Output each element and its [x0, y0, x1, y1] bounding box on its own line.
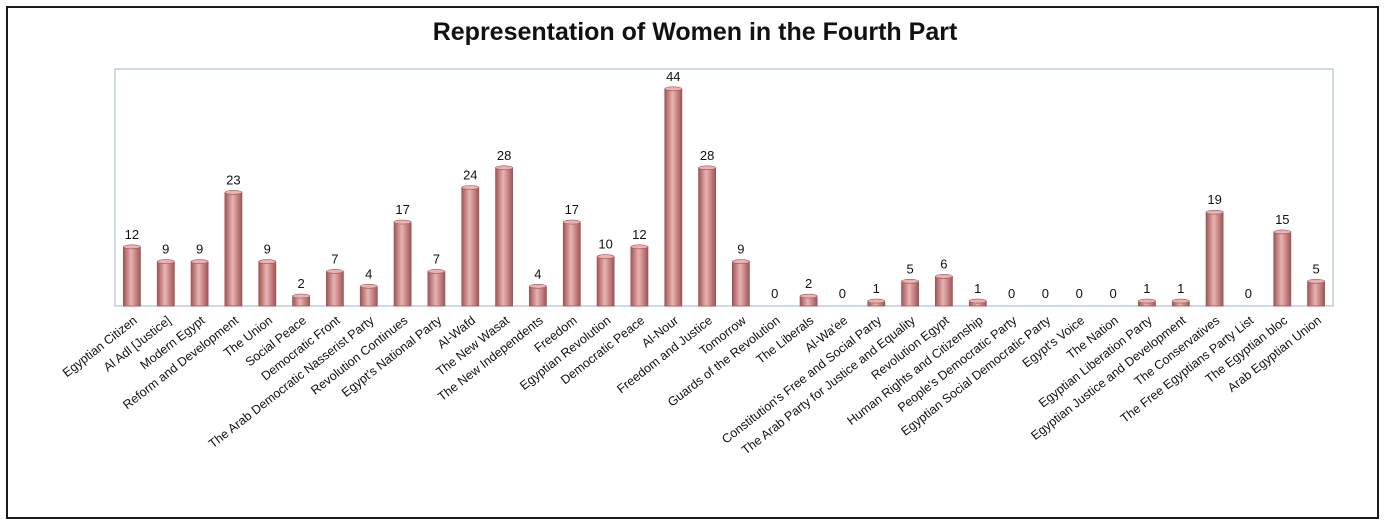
data-label: 9	[162, 242, 169, 257]
bar	[1307, 280, 1325, 307]
bar	[224, 191, 243, 307]
data-label: 28	[700, 148, 714, 163]
bar	[359, 285, 378, 307]
bar-cap	[1172, 298, 1190, 304]
plot-area	[114, 68, 1334, 307]
bar-cap	[968, 298, 987, 304]
bar-cap	[935, 274, 953, 279]
bar-cap	[190, 259, 209, 264]
data-label: 7	[433, 251, 440, 266]
bar-cap	[698, 165, 716, 171]
chart-title: Representation of Women in the Fourth Pa…	[433, 18, 958, 46]
bar-cap	[1138, 298, 1156, 304]
bar	[427, 270, 446, 307]
data-label: 2	[805, 276, 812, 291]
bar-cap	[1273, 229, 1292, 235]
bar-cap	[427, 269, 446, 274]
bar	[529, 285, 547, 307]
bar-cap	[224, 190, 243, 195]
data-label: 9	[737, 242, 744, 257]
data-label: 6	[940, 256, 947, 271]
bar-cap	[799, 293, 818, 299]
bar	[325, 270, 344, 307]
bar	[1205, 211, 1224, 307]
data-label: 2	[297, 276, 304, 291]
bar	[495, 167, 514, 307]
data-label: 12	[125, 227, 139, 242]
bar-cap	[123, 244, 141, 250]
data-label: 1	[974, 281, 981, 296]
data-label: 4	[365, 266, 372, 281]
bar-cap	[359, 283, 378, 289]
bar	[393, 221, 412, 307]
bar-cap	[393, 219, 412, 225]
bar-cap	[562, 219, 581, 225]
data-label: 10	[598, 237, 612, 252]
bar-cap	[157, 259, 175, 264]
data-label: 0	[1245, 286, 1252, 301]
data-label: 15	[1275, 212, 1289, 227]
bar-cap	[1307, 278, 1325, 284]
data-label: 17	[395, 202, 409, 217]
data-label: 5	[906, 261, 913, 276]
bar	[562, 221, 581, 307]
data-label: 1	[1177, 281, 1184, 296]
bar	[935, 275, 953, 307]
data-label: 24	[463, 168, 477, 183]
bar-cap	[529, 283, 547, 289]
data-label: 0	[1008, 286, 1015, 301]
bar-cap	[292, 293, 310, 299]
bar-cap	[495, 165, 513, 171]
bar	[156, 261, 175, 307]
data-label: 23	[226, 172, 240, 187]
data-label: 17	[565, 202, 579, 217]
bar	[901, 280, 919, 307]
bar-cap	[1205, 209, 1224, 215]
bar	[698, 167, 716, 307]
data-label: 44	[666, 69, 680, 84]
data-label: 12	[632, 227, 646, 242]
bar	[123, 246, 141, 307]
bar	[1273, 231, 1292, 307]
data-label: 9	[196, 242, 203, 257]
bar-cap	[596, 254, 615, 259]
data-label: 0	[839, 286, 846, 301]
bar	[258, 261, 277, 307]
data-label: 19	[1207, 192, 1221, 207]
bar-cap	[258, 259, 277, 264]
bar-cap	[732, 259, 750, 264]
data-label: 9	[264, 242, 271, 257]
data-label: 28	[497, 148, 511, 163]
data-label: 1	[873, 281, 880, 296]
bar	[732, 261, 750, 307]
data-label: 7	[331, 251, 338, 266]
data-label: 5	[1312, 261, 1319, 276]
data-label: 1	[1143, 281, 1150, 296]
data-label: 0	[1076, 286, 1083, 301]
data-label: 4	[534, 266, 541, 281]
data-label: 0	[1109, 286, 1116, 301]
data-label: 0	[1042, 286, 1049, 301]
bar-cap	[664, 86, 683, 92]
bar-cap	[461, 185, 480, 190]
bar	[461, 187, 480, 307]
bar-cap	[867, 298, 886, 304]
bar-cap	[630, 244, 649, 250]
bars-layer	[123, 86, 1325, 307]
bar	[596, 256, 615, 307]
bar	[190, 261, 209, 307]
bar-cap	[901, 278, 919, 284]
bar	[664, 88, 683, 307]
data-label: 0	[771, 286, 778, 301]
bar-cap	[326, 269, 344, 274]
bar	[630, 246, 649, 307]
